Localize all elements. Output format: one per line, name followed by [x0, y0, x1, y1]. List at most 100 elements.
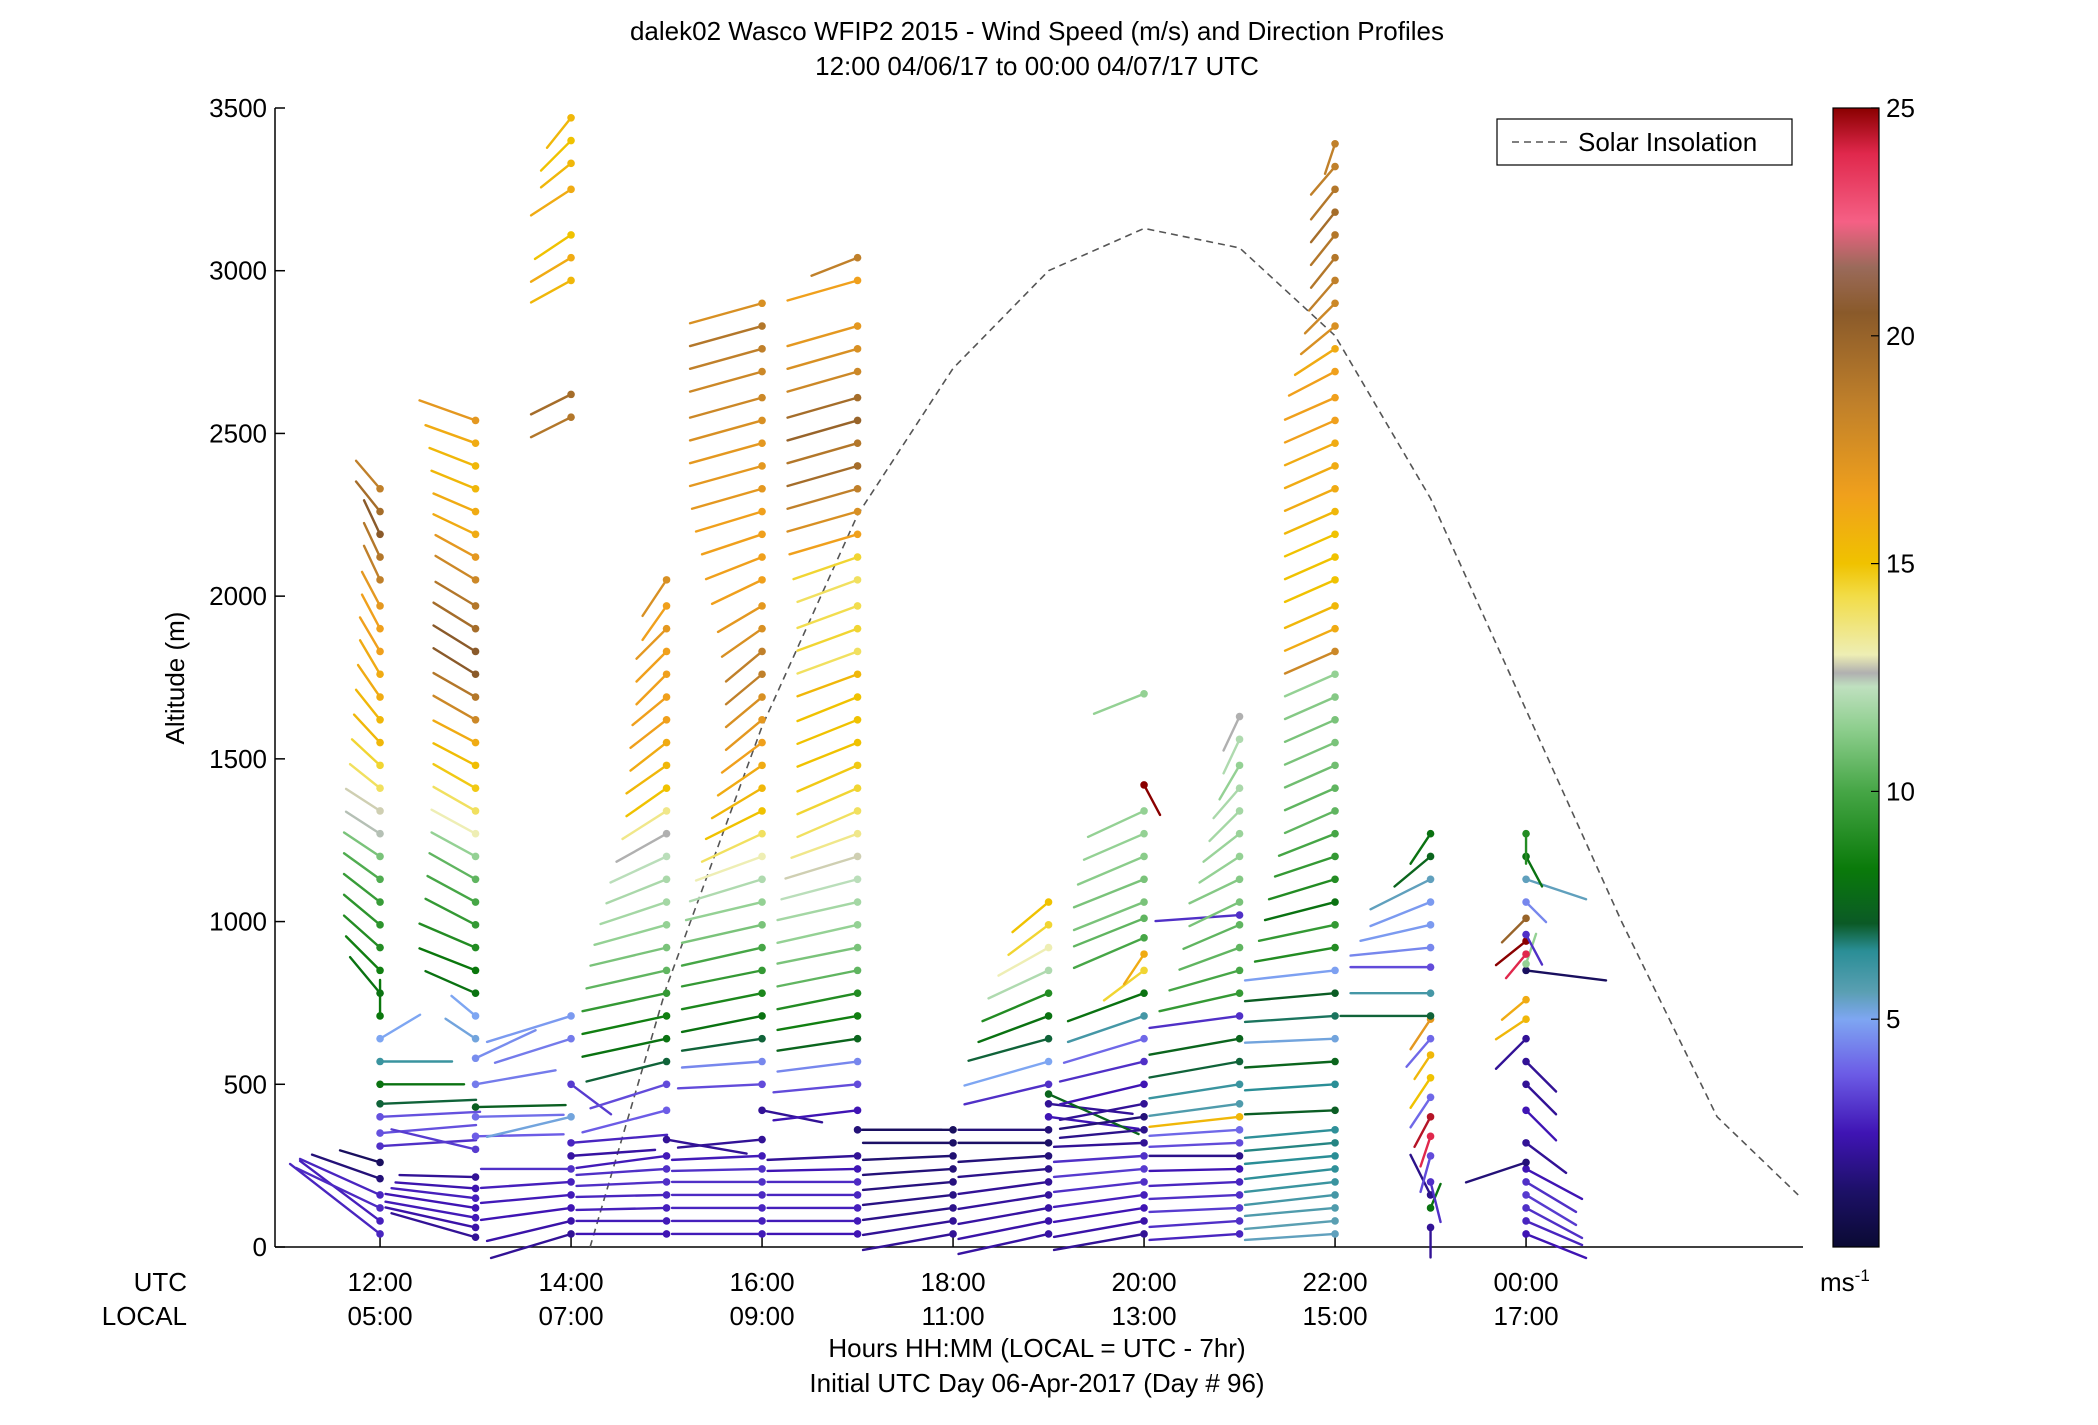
wind-barb-dot — [949, 1230, 957, 1238]
wind-barb-dot — [853, 253, 862, 262]
wind-barb-dot — [758, 1165, 766, 1173]
wind-barb-stem — [1409, 1096, 1432, 1129]
wind-barb-stem — [796, 764, 859, 793]
wind-barb-stem — [786, 464, 859, 488]
wind-barb-dot — [1331, 989, 1339, 997]
wind-barb-dot — [758, 393, 766, 402]
wind-barb-stem — [615, 832, 668, 863]
wind-barb-stem — [474, 1029, 537, 1060]
wind-barb-stem — [625, 764, 668, 795]
wind-barb-dot — [1522, 898, 1530, 906]
wind-barb-dot — [1426, 1178, 1435, 1186]
wind-barb-dot — [471, 1194, 480, 1202]
wind-barb-stem — [963, 1083, 1050, 1106]
wind-barb-stem — [1052, 1167, 1146, 1179]
wind-barb-stem — [1303, 302, 1337, 335]
wind-barb-stem — [1277, 832, 1337, 857]
wind-barb-dot — [1235, 1165, 1244, 1173]
wind-barb-dot — [1522, 1191, 1530, 1199]
wind-barb-dot — [567, 1230, 575, 1238]
wind-barb-stem — [1062, 1037, 1146, 1064]
wind-barb-stem — [796, 786, 859, 816]
wind-barb-stem — [1052, 1206, 1146, 1224]
wind-barb-dot — [662, 716, 671, 724]
wind-barb-dot — [376, 829, 384, 838]
wind-barb-dot — [1331, 253, 1339, 262]
wind-barb-stem — [786, 396, 859, 419]
wind-barb-dot — [1522, 1139, 1530, 1147]
wind-barb-stem — [786, 370, 859, 393]
wind-barb-stem — [1273, 855, 1337, 878]
wind-barb-dot — [662, 1230, 671, 1238]
wind-barb-dot — [758, 345, 766, 353]
wind-barb-stem — [1066, 1014, 1146, 1044]
wind-barb-stem — [1283, 510, 1337, 535]
wind-barb-dot — [1044, 989, 1053, 997]
wind-barb-stem — [680, 1037, 764, 1052]
legend-label-solar: Solar Insolation — [1578, 127, 1757, 157]
wind-barb-dot — [376, 484, 384, 493]
wind-barb-stem — [1283, 718, 1337, 744]
wind-barb-dot — [758, 966, 766, 975]
wind-barb-dot — [1522, 1204, 1530, 1212]
wind-barb-dot — [376, 898, 384, 906]
wind-barb-dot — [567, 253, 575, 262]
y-tick-label: 1000 — [209, 907, 267, 937]
wind-barb-stem — [390, 1128, 477, 1151]
wind-barb-stem — [450, 994, 477, 1018]
wind-barb-dot — [1140, 829, 1148, 838]
wind-barb-dot — [662, 602, 671, 610]
x-tick-label-utc: 20:00 — [1112, 1267, 1177, 1297]
wind-barb-stem — [1429, 1180, 1442, 1224]
wind-barb-stem — [342, 872, 382, 904]
wind-barb-stem — [810, 256, 859, 277]
wind-barb-stem — [861, 1206, 955, 1222]
wind-barb-dot — [1044, 1178, 1053, 1186]
wind-barb-stem — [688, 302, 764, 325]
wind-barb-dot — [758, 761, 766, 770]
wind-barb-stem — [1148, 1014, 1241, 1030]
wind-barb-dot — [376, 1012, 384, 1020]
wind-barb-stem — [1309, 256, 1337, 289]
wind-barb-dot — [471, 1145, 480, 1154]
wind-barb-stem — [1198, 855, 1241, 884]
wind-barb-stem — [1494, 939, 1528, 967]
wind-barb-stem — [1253, 946, 1337, 963]
wind-barb-dot — [471, 875, 480, 884]
wind-barb-dot — [1331, 829, 1339, 838]
wind-barb-stem — [1066, 991, 1146, 1023]
wind-barb-stem — [1283, 464, 1337, 490]
wind-barb-dot — [1426, 943, 1435, 952]
wind-barb-dot — [1426, 1113, 1435, 1121]
wind-barb-dot — [853, 1106, 862, 1115]
wind-barb-stem — [378, 1098, 478, 1106]
wind-barbs — [288, 113, 1608, 1260]
wind-barb-dot — [853, 624, 862, 633]
wind-barb-stem — [1524, 1167, 1584, 1201]
wind-barb-dot — [1522, 1080, 1530, 1089]
wind-barb-dot — [471, 943, 480, 952]
wind-barb-stem — [1349, 946, 1432, 957]
wind-barb-dot — [1044, 1012, 1053, 1020]
wind-barb-dot — [1331, 276, 1339, 285]
wind-barb-stem — [1148, 1141, 1241, 1149]
wind-barb-dot — [758, 1012, 766, 1020]
wind-barb-stem — [428, 852, 477, 881]
wind-barb-dot — [471, 829, 480, 838]
wind-barb-stem — [378, 1013, 422, 1040]
wind-barb-dot — [567, 1191, 575, 1199]
wind-barb-stem — [1148, 1180, 1241, 1188]
wind-barb-dot — [1044, 1080, 1053, 1089]
wind-barb-stem — [680, 923, 764, 945]
wind-barb-dot — [662, 738, 671, 747]
wind-barb-stem — [1524, 1219, 1584, 1247]
wind-barb-dot — [471, 852, 480, 861]
wind-barb-stem — [529, 188, 573, 217]
wind-barb-dot — [662, 875, 671, 884]
wind-barb-dot — [949, 1126, 957, 1134]
wind-barb-stem — [724, 650, 764, 683]
wind-barb-stem — [1283, 533, 1337, 558]
wind-barb-dot — [662, 624, 671, 633]
colorbar: 5 10 15 20 25 ms-1 — [1820, 93, 1915, 1297]
wind-barb-stem — [485, 1219, 573, 1243]
